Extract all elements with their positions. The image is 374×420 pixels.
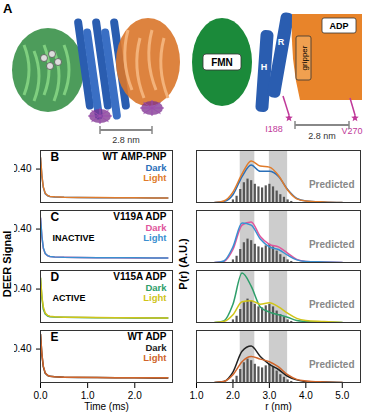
svg-text:Light: Light <box>143 172 167 183</box>
svg-text:2.8 nm: 2.8 nm <box>112 135 140 145</box>
svg-text:4.0: 4.0 <box>299 390 313 401</box>
svg-text:1.0: 1.0 <box>81 390 95 401</box>
svg-text:Predicted: Predicted <box>309 359 355 370</box>
svg-text:2.0: 2.0 <box>226 390 240 401</box>
svg-text:3.0: 3.0 <box>262 390 276 401</box>
svg-text:gripper: gripper <box>300 45 309 70</box>
svg-text:B: B <box>51 150 60 164</box>
svg-text:1.0: 1.0 <box>190 390 204 401</box>
svg-text:r (nm): r (nm) <box>265 401 292 412</box>
svg-text:V115A ADP: V115A ADP <box>113 271 167 282</box>
svg-text:Light: Light <box>143 292 167 303</box>
svg-text:2.0: 2.0 <box>128 390 142 401</box>
svg-text:0.40: 0.40 <box>14 343 32 354</box>
svg-text:0.40: 0.40 <box>14 163 32 174</box>
svg-text:ACTIVE: ACTIVE <box>53 293 86 303</box>
svg-text:Predicted: Predicted <box>309 179 355 190</box>
svg-text:Dark: Dark <box>145 222 167 234</box>
svg-text:R: R <box>278 37 285 47</box>
svg-text:DEER Signal: DEER Signal <box>1 231 13 298</box>
svg-text:Dark: Dark <box>145 282 167 294</box>
svg-text:Predicted: Predicted <box>309 299 355 310</box>
svg-text:WT ADP: WT ADP <box>127 331 166 342</box>
svg-text:H: H <box>261 62 268 72</box>
svg-text:Time (ms): Time (ms) <box>84 401 129 412</box>
svg-text:A: A <box>3 1 13 16</box>
svg-text:FMN: FMN <box>211 57 233 68</box>
svg-text:0.0: 0.0 <box>34 390 48 401</box>
svg-text:Predicted: Predicted <box>309 239 355 250</box>
svg-text:WT AMP-PNP: WT AMP-PNP <box>102 151 166 162</box>
svg-text:Light: Light <box>143 352 167 363</box>
svg-text:E: E <box>51 330 59 344</box>
svg-text:Dark: Dark <box>145 162 167 174</box>
svg-text:I188: I188 <box>265 124 283 134</box>
svg-text:D: D <box>51 270 60 284</box>
svg-text:2.8 nm: 2.8 nm <box>308 131 336 141</box>
svg-text:0.40: 0.40 <box>14 223 32 234</box>
svg-text:V270: V270 <box>341 126 362 136</box>
svg-text:0.40: 0.40 <box>14 283 32 294</box>
svg-text:Light: Light <box>143 232 167 243</box>
svg-text:C: C <box>51 210 60 224</box>
svg-text:P(r) (A.U.): P(r) (A.U.) <box>177 238 189 290</box>
svg-text:5.0: 5.0 <box>335 390 349 401</box>
svg-text:V119A ADP: V119A ADP <box>113 211 167 222</box>
svg-text:INACTIVE: INACTIVE <box>53 233 95 243</box>
svg-text:Dark: Dark <box>145 342 167 354</box>
svg-text:ADP: ADP <box>329 21 348 31</box>
